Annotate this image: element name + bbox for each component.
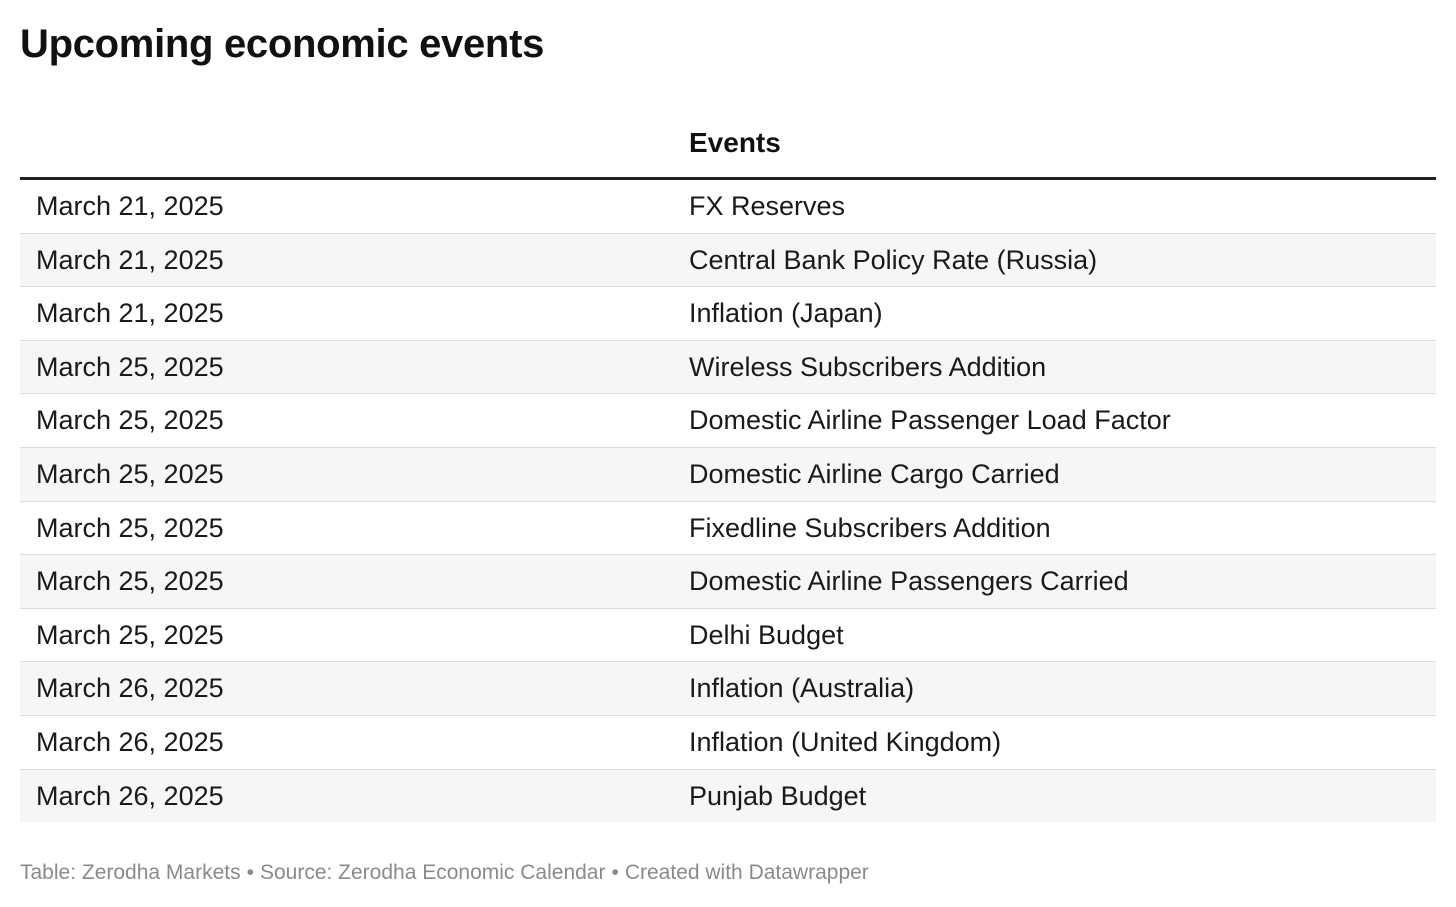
- event-cell: Inflation (United Kingdom): [689, 726, 1002, 757]
- table-row: March 25, 2025 Domestic Airline Cargo Car…: [20, 447, 1436, 502]
- date-cell: March 21, 2025: [36, 298, 224, 329]
- table-credit: Table: Zerodha Markets: [20, 861, 241, 884]
- table-row: March 26, 2025 Inflation (United Kingdom): [20, 716, 1436, 770]
- event-cell: Central Bank Policy Rate (Russia): [689, 244, 1098, 275]
- event-cell: FX Reserves: [689, 191, 846, 221]
- date-cell: March 25, 2025: [36, 458, 224, 489]
- table-row: March 25, 2025 Fixedline Subscribers Addi…: [20, 502, 1436, 556]
- event-cell: Fixedline Subscribers Addition: [689, 512, 1051, 543]
- date-cell: March 25, 2025: [36, 566, 224, 597]
- date-cell: March 21, 2025: [36, 244, 224, 275]
- date-cell: March 25, 2025: [36, 619, 224, 650]
- events-table: Events March 21, 2025 FX Reserves March 21…: [20, 108, 1436, 823]
- date-cell: March 21, 2025: [36, 191, 224, 221]
- date-cell: March 25, 2025: [36, 351, 224, 382]
- table-row: March 25, 2025 Domestic Airline Passenger…: [20, 394, 1436, 448]
- footer-credits: Table: Zerodha Markets • Source: Zerodha E…: [20, 859, 869, 887]
- event-cell: Delhi Budget: [689, 619, 844, 650]
- table-row: March 25, 2025 Delhi Budget: [20, 609, 1436, 663]
- event-cell: Inflation (Japan): [689, 298, 883, 329]
- column-header-events: Events: [689, 127, 781, 158]
- date-cell: March 26, 2025: [36, 780, 224, 811]
- footer-separator: •: [246, 861, 254, 884]
- event-cell: Punjab Budget: [689, 780, 867, 811]
- source-credit: Source: Zerodha Economic Calendar: [259, 861, 606, 884]
- date-cell: March 26, 2025: [36, 673, 224, 704]
- table-row: March 25, 2025 Wireless Subscribers Addit…: [20, 340, 1436, 395]
- date-cell: March 25, 2025: [36, 405, 224, 436]
- created-with-credit: Created with Datawrapper: [624, 861, 869, 884]
- date-cell: March 25, 2025: [36, 512, 224, 543]
- table-row: March 25, 2025 Domestic Airline Passenger…: [20, 555, 1436, 609]
- event-cell: Domestic Airline Cargo Carried: [689, 458, 1060, 489]
- table-header: Events: [20, 108, 1436, 180]
- page-title: Upcoming economic events: [20, 22, 545, 66]
- event-cell: Inflation (Australia): [689, 673, 915, 704]
- table-row: March 21, 2025 Inflation (Japan): [20, 287, 1436, 341]
- date-cell: March 26, 2025: [36, 726, 224, 757]
- table-row: March 26, 2025 Inflation (Australia): [20, 662, 1436, 716]
- event-cell: Wireless Subscribers Addition: [689, 351, 1047, 382]
- event-cell: Domestic Airline Passengers Carried: [689, 566, 1129, 597]
- table-body: March 21, 2025 FX Reserves March 21, 2025 C…: [20, 180, 1436, 823]
- table-row: March 26, 2025 Punjab Budget: [20, 769, 1436, 823]
- event-cell: Domestic Airline Passenger Load Factor: [689, 405, 1171, 436]
- table-row: March 21, 2025 Central Bank Policy Rate (…: [20, 233, 1436, 288]
- table-row: March 21, 2025 FX Reserves: [20, 180, 1436, 234]
- footer-separator: •: [611, 861, 619, 884]
